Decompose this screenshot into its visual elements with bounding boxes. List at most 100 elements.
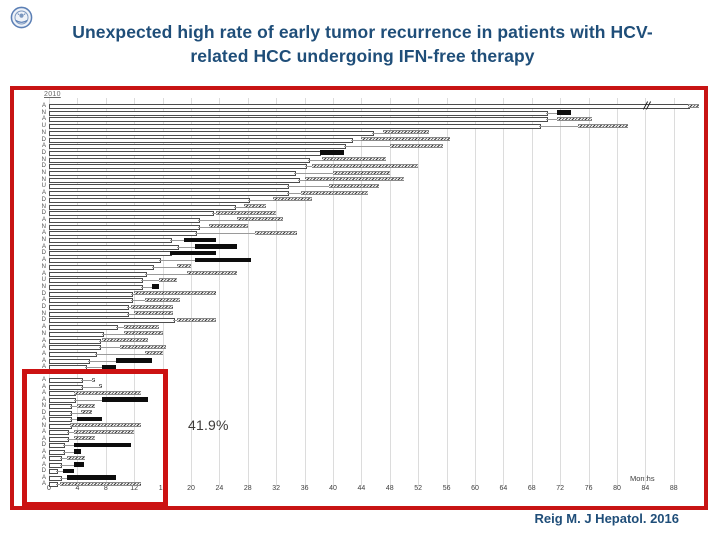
patient-timeline-bar (49, 345, 101, 351)
patient-label: N (41, 422, 46, 429)
gridline-month-48 (389, 98, 391, 486)
patient-label: D (41, 210, 46, 217)
x-tick-label: 52 (414, 485, 423, 492)
gridline-month-40 (333, 98, 334, 486)
patient-timeline-bar (49, 238, 172, 243)
followup-hatch-segment (244, 204, 266, 208)
patient-timeline-bar (49, 244, 179, 250)
patient-label: D (41, 468, 46, 474)
recurrence-segment (320, 150, 344, 155)
x-tick-label: 72 (556, 485, 565, 492)
followup-hatch-segment (66, 455, 85, 460)
gridline-month-56 (446, 98, 448, 486)
patient-timeline-bar (49, 137, 353, 143)
timeline-connector (80, 386, 99, 388)
timeline-connector (59, 477, 67, 479)
patient-timeline-bar (49, 278, 144, 284)
patient-label: N (41, 156, 46, 163)
followup-hatch-segment (187, 271, 238, 275)
timeline-connector (63, 445, 74, 446)
timeline-connector (59, 458, 67, 459)
timeline-connector (286, 193, 302, 195)
x-tick-label: 32 (272, 485, 281, 492)
patient-label: D (41, 442, 46, 448)
patient-label: D (41, 163, 46, 170)
chart-panel: 2010 Months 41.9% 0 4 8 12 16 20 24 28 32 36 40 44 4… (10, 86, 708, 510)
followup-hatch-segment (102, 338, 149, 342)
patient-label: A (41, 297, 46, 304)
patient-label: A (41, 116, 46, 123)
slide-title-line1: Unexpected high rate of early tumor recu… (72, 22, 653, 42)
patient-label: A (41, 461, 46, 468)
followup-hatch-segment (688, 103, 699, 108)
timeline-connector (194, 233, 255, 235)
patient-label: A (41, 455, 46, 461)
recurrence-segment (73, 442, 131, 447)
patient-timeline-bar (49, 110, 548, 116)
patient-label: D (41, 136, 46, 143)
followup-hatch-segment (304, 177, 404, 182)
gridline-month-64 (503, 98, 505, 486)
timeline-connector (144, 273, 188, 275)
patient-label: N (41, 176, 46, 183)
timeline-connector (159, 260, 195, 262)
patient-timeline-bar (49, 171, 296, 176)
timeline-connector (141, 280, 160, 282)
patient-label: D (41, 409, 46, 416)
x-tick-label: 44 (357, 485, 366, 492)
x-tick-label: 16 (158, 485, 167, 492)
x-tick-label: 48 (385, 485, 394, 492)
recurrence-rate-annotation: 41.9% (188, 417, 229, 433)
patient-label: N (41, 403, 46, 409)
x-tick-label: 24 (215, 485, 224, 492)
followup-hatch-segment (215, 210, 277, 215)
recurrence-segment (73, 449, 81, 454)
gridline-month-28 (247, 98, 249, 486)
timeline-connector (372, 132, 383, 134)
gridline-month-52 (418, 98, 420, 486)
followup-hatch-segment (120, 344, 167, 349)
timeline-connector (66, 438, 74, 440)
citation: Reig M. J Hepatol. 2016 (534, 511, 680, 526)
x-tick-label: 4 (75, 485, 80, 492)
gridline-month-68 (531, 98, 533, 486)
patient-label: A (41, 350, 46, 357)
patient-label: D (41, 290, 46, 297)
x-tick-label: 84 (641, 485, 650, 492)
patient-timeline-bar (49, 251, 172, 257)
patient-label: D (41, 196, 46, 203)
patient-label: A (41, 364, 46, 371)
patient-timeline-bar (49, 224, 201, 230)
followup-hatch-segment (208, 224, 248, 229)
x-tick-label: 28 (243, 485, 252, 492)
timeline-connector (84, 367, 103, 369)
followup-hatch-segment (311, 163, 419, 168)
x-tick-label: 64 (499, 485, 508, 492)
patient-label: N (41, 263, 46, 270)
patient-timeline-bar (49, 325, 119, 331)
followup-hatch-segment (144, 297, 181, 302)
patient-timeline-bar (49, 177, 300, 183)
timeline-connector (73, 399, 103, 401)
timeline-connector (56, 484, 60, 485)
gridline-month-32 (276, 98, 278, 486)
gridline-month-60 (475, 98, 476, 486)
patient-label: A (41, 190, 46, 197)
patient-label: A (41, 377, 46, 383)
patient-timeline-bar (49, 264, 154, 270)
followup-hatch-segment (159, 277, 177, 282)
timeline-connector (308, 159, 323, 161)
x-tick-label: 40 (329, 485, 337, 492)
gridline-month-72 (560, 98, 562, 486)
recurrence-segment (194, 244, 238, 249)
patient-label: A (41, 143, 46, 150)
patient-label: N (41, 310, 46, 317)
patient-timeline-bar (49, 311, 130, 317)
timeline-connector (293, 173, 333, 174)
followup-hatch-segment (556, 116, 593, 121)
followup-hatch-segment (98, 384, 103, 388)
x-tick-label: 0 (47, 485, 51, 492)
followup-hatch-segment (73, 429, 135, 434)
patient-label: A (41, 429, 46, 435)
followup-hatch-segment (577, 123, 628, 128)
